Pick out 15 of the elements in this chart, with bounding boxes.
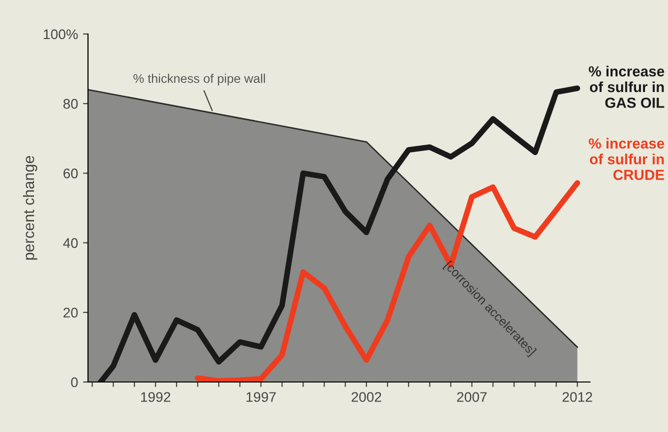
y-tick-label: 40: [63, 238, 78, 248]
y-tick-label: 20: [64, 308, 78, 318]
y-tick-label: 80: [63, 98, 78, 109]
x-tick-label: 2007: [457, 392, 487, 402]
x-tick-label: 1997: [246, 392, 276, 402]
y-tick-label: 100%: [44, 29, 78, 40]
y-tick-label: 0: [71, 377, 78, 388]
x-tick-label: 2002: [352, 392, 382, 402]
x-tick-label: 1992: [141, 392, 170, 402]
series-label: % increase of sulfur in CRUDE: [588, 138, 664, 180]
series-label: % increase of sulfur in GAS OIL: [588, 66, 664, 108]
series-label: % thickness of pipe wall: [133, 74, 265, 86]
x-tick-label: 2012: [562, 392, 592, 402]
y-axis-title: percent change: [22, 156, 38, 260]
y-tick-label: 60: [64, 168, 78, 178]
